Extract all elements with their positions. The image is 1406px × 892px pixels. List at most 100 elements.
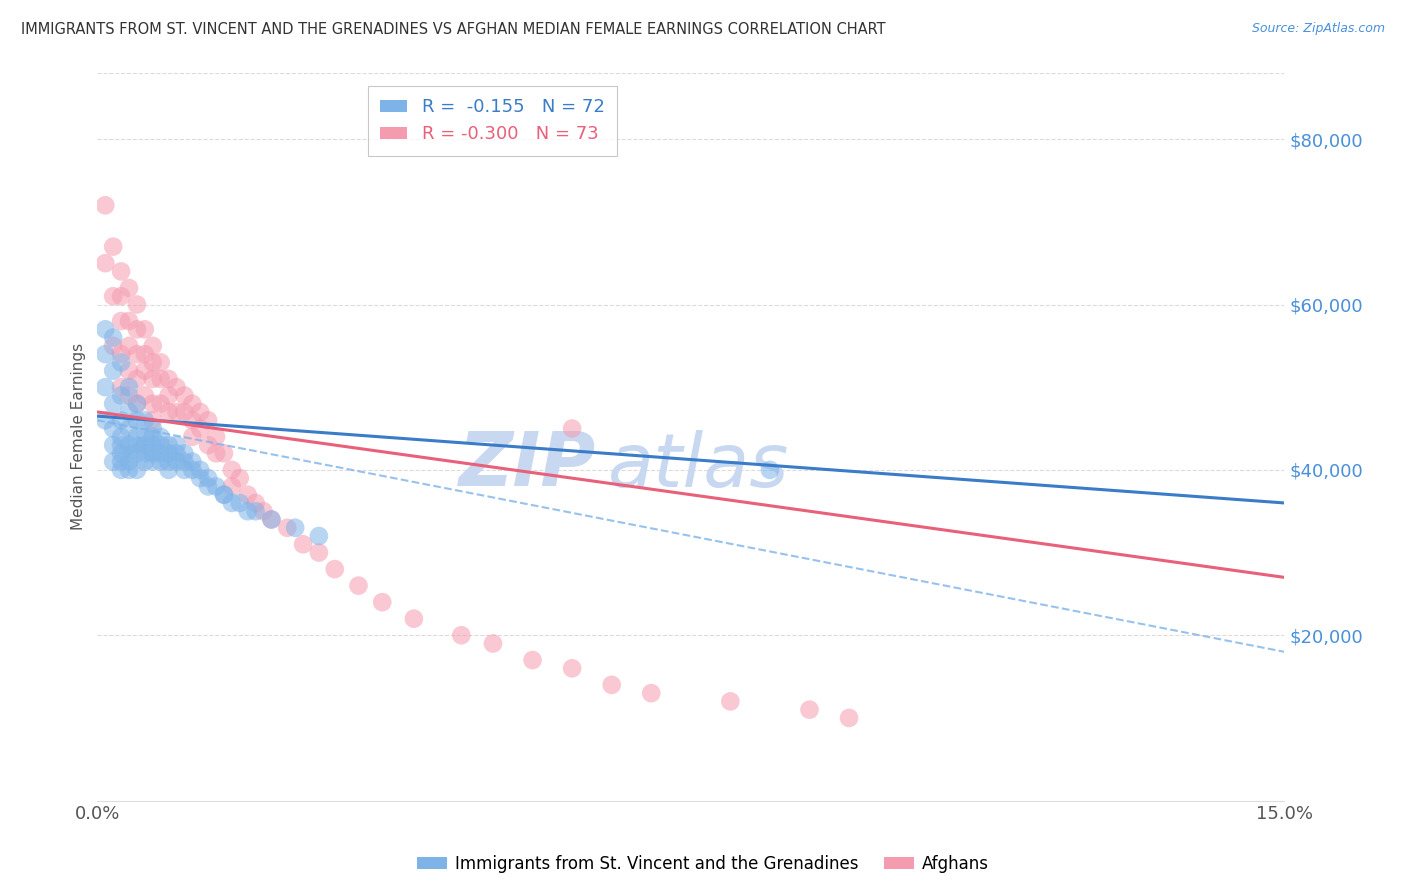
Point (118, 314, 141, 328)
Point (134, 364, 156, 378)
Point (229, 496, 252, 510)
Point (212, 488, 235, 502)
Point (110, 347, 132, 361)
Point (110, 446, 132, 460)
Point (125, 397, 148, 411)
Point (125, 347, 148, 361)
Point (197, 471, 219, 485)
Point (292, 537, 315, 551)
Point (134, 430, 156, 444)
Point (245, 496, 267, 510)
Point (134, 454, 156, 468)
Point (173, 388, 195, 402)
Point (157, 438, 180, 452)
Text: atlas: atlas (607, 430, 789, 502)
Point (110, 380, 132, 394)
Point (166, 438, 188, 452)
Point (284, 521, 307, 535)
Point (142, 339, 165, 353)
Point (221, 463, 243, 477)
Point (166, 380, 188, 394)
Y-axis label: Median Female Earnings: Median Female Earnings (72, 343, 86, 531)
Point (118, 421, 141, 435)
Point (181, 454, 204, 468)
Point (110, 454, 132, 468)
Point (276, 521, 298, 535)
Point (157, 463, 180, 477)
Point (236, 504, 259, 518)
Point (157, 454, 180, 468)
Point (125, 322, 148, 336)
Point (197, 438, 219, 452)
Point (125, 438, 148, 452)
Point (149, 454, 172, 468)
Point (142, 430, 165, 444)
Point (125, 463, 148, 477)
Point (149, 446, 172, 460)
Point (157, 405, 180, 419)
Point (101, 438, 124, 452)
Point (142, 355, 165, 369)
Point (125, 297, 148, 311)
Point (157, 372, 180, 386)
Point (181, 463, 204, 477)
Point (134, 413, 156, 427)
Point (157, 388, 180, 402)
Point (173, 463, 195, 477)
Point (221, 479, 243, 493)
Point (118, 454, 141, 468)
Point (173, 405, 195, 419)
Point (205, 446, 228, 460)
Point (142, 454, 165, 468)
Point (142, 438, 165, 452)
Point (134, 388, 156, 402)
Point (260, 512, 283, 526)
Point (323, 562, 346, 576)
Point (110, 413, 132, 427)
Point (205, 479, 228, 493)
Point (221, 496, 243, 510)
Point (101, 421, 124, 435)
Point (101, 364, 124, 378)
Point (188, 471, 211, 485)
Point (181, 430, 204, 444)
Point (118, 364, 141, 378)
Point (94, 256, 117, 270)
Point (561, 661, 583, 675)
Point (118, 438, 141, 452)
Point (110, 438, 132, 452)
Point (110, 264, 132, 278)
Point (142, 397, 165, 411)
Point (173, 446, 195, 460)
Point (450, 628, 472, 642)
Point (212, 488, 235, 502)
Point (149, 355, 172, 369)
Point (166, 405, 188, 419)
Point (188, 463, 211, 477)
Point (118, 380, 141, 394)
Point (252, 504, 274, 518)
Point (402, 612, 425, 626)
Point (134, 322, 156, 336)
Point (166, 454, 188, 468)
Point (838, 711, 860, 725)
Point (110, 289, 132, 303)
Point (236, 488, 259, 502)
Point (101, 339, 124, 353)
Point (110, 355, 132, 369)
Point (142, 421, 165, 435)
Point (134, 347, 156, 361)
Point (149, 372, 172, 386)
Point (94, 347, 117, 361)
Point (149, 438, 172, 452)
Point (600, 678, 623, 692)
Point (166, 446, 188, 460)
Point (118, 339, 141, 353)
Point (149, 397, 172, 411)
Text: IMMIGRANTS FROM ST. VINCENT AND THE GRENADINES VS AFGHAN MEDIAN FEMALE EARNINGS : IMMIGRANTS FROM ST. VINCENT AND THE GREN… (21, 22, 886, 37)
Point (134, 438, 156, 452)
Point (229, 471, 252, 485)
Point (142, 446, 165, 460)
Point (125, 430, 148, 444)
Point (142, 413, 165, 427)
